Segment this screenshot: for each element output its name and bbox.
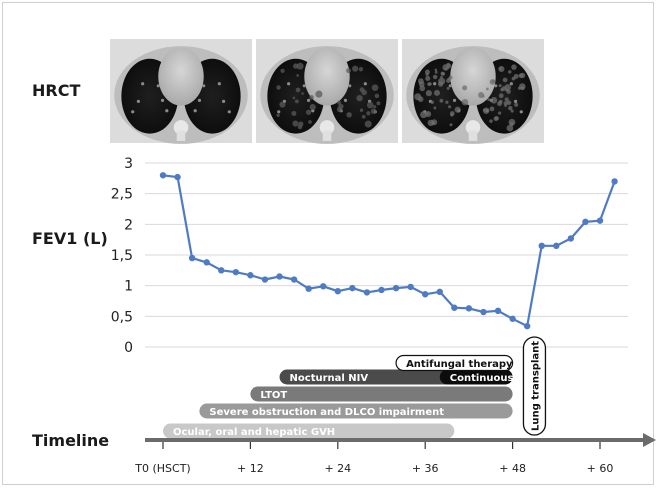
fev1-y-ticks: 0 0,5 1 1,5 2 2,5 3 xyxy=(111,156,133,356)
ct-scan-1 xyxy=(110,39,252,144)
fev1-series-line xyxy=(163,175,615,326)
y-tick-label: 2 xyxy=(124,217,133,233)
y-tick-label: 0,5 xyxy=(111,309,133,325)
fev1-point xyxy=(582,219,588,225)
x-tick-label: + 48 xyxy=(499,462,526,475)
fev1-point xyxy=(218,267,224,273)
lung-transplant-label: Lung transplant xyxy=(530,341,541,431)
x-tick-label: + 12 xyxy=(237,462,264,475)
x-tick-label: + 60 xyxy=(587,462,614,475)
fev1-point xyxy=(276,273,282,279)
fev1-point xyxy=(160,172,166,178)
fev1-point xyxy=(320,283,326,289)
fev1-point xyxy=(466,305,472,311)
y-tick-label: 3 xyxy=(124,156,133,172)
lung-transplant-marker: Lung transplant xyxy=(523,337,545,435)
timeline-bar-label: Ocular, oral and hepatic GVH xyxy=(173,427,335,438)
y-tick-label: 1,5 xyxy=(111,248,133,264)
hrct-label: HRCT xyxy=(32,81,80,100)
timeline-bar: Severe obstruction and DLCO impairment xyxy=(199,404,512,419)
timeline-bars: Ocular, oral and hepatic GVH Severe obstr… xyxy=(163,356,537,439)
fev1-point xyxy=(378,287,384,293)
fev1-point xyxy=(189,255,195,261)
x-tick-label: + 24 xyxy=(324,462,351,475)
timeline-bar: LTOT xyxy=(250,387,512,402)
fev1-point xyxy=(553,243,559,249)
fev1-label: FEV1 (L) xyxy=(32,229,108,248)
fev1-point xyxy=(262,276,268,282)
x-tick-label: + 36 xyxy=(412,462,439,475)
fev1-point xyxy=(393,285,399,291)
timeline-bar-label: Antifungal therapy xyxy=(406,359,513,370)
timeline-label: Timeline xyxy=(32,431,109,450)
y-tick-label: 1 xyxy=(124,279,133,295)
timeline-bar: Continuous NIV xyxy=(440,370,537,385)
fev1-point xyxy=(174,174,180,180)
y-tick-label: 2,5 xyxy=(111,187,133,203)
y-tick-label: 0 xyxy=(124,340,133,356)
timeline-axis: T0 (HSCT) + 12 + 24 + 36 + 48 + 60 xyxy=(134,433,656,475)
fev1-point xyxy=(204,259,210,265)
x-tick-label: T0 (HSCT) xyxy=(134,462,190,475)
fev1-point xyxy=(568,235,574,241)
hrct-images xyxy=(110,39,544,144)
fev1-point xyxy=(597,217,603,223)
ct-scan-2 xyxy=(256,39,398,144)
timeline-bar-label: Nocturnal NIV xyxy=(290,373,369,384)
fev1-point xyxy=(305,286,311,292)
fev1-point xyxy=(524,323,530,329)
timeline-arrowhead xyxy=(643,433,656,447)
fev1-point xyxy=(437,289,443,295)
fev1-point xyxy=(349,285,355,291)
fev1-gridlines xyxy=(145,163,628,347)
timeline-bar-label: Severe obstruction and DLCO impairment xyxy=(209,407,444,418)
fev1-point xyxy=(451,305,457,311)
fev1-point xyxy=(611,178,617,184)
fev1-line xyxy=(160,172,618,329)
fev1-point xyxy=(422,291,428,297)
ct-scan-3 xyxy=(402,39,544,144)
fev1-point xyxy=(233,269,239,275)
fev1-point xyxy=(539,243,545,249)
fev1-point xyxy=(364,289,370,295)
fev1-point xyxy=(509,316,515,322)
fev1-point xyxy=(480,309,486,315)
fev1-point xyxy=(291,276,297,282)
fev1-point xyxy=(335,288,341,294)
fev1-point xyxy=(407,284,413,290)
timeline-bar: Ocular, oral and hepatic GVH xyxy=(163,424,454,439)
timeline-bar-label: LTOT xyxy=(260,390,287,401)
fev1-point xyxy=(247,272,253,278)
timeline-bar: Antifungal therapy xyxy=(396,356,513,371)
fev1-point xyxy=(495,308,501,314)
